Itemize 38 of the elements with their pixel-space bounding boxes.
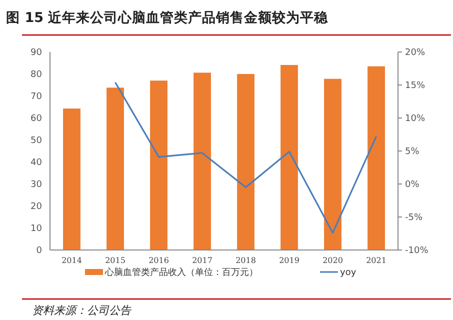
bar — [324, 78, 342, 250]
y-tick-label: 60 — [30, 114, 42, 124]
bar — [237, 74, 254, 250]
y2-tick-label: 10% — [405, 114, 426, 124]
bar — [150, 80, 168, 250]
bar — [368, 66, 385, 250]
y2-tick-label: 5% — [405, 147, 420, 158]
y-tick-label: 90 — [30, 48, 42, 58]
y2-tick-label: -10% — [405, 246, 429, 256]
x-tick-label: 2021 — [366, 256, 386, 265]
bar — [194, 72, 211, 250]
y2-tick-label: -5% — [405, 213, 423, 224]
line-series — [114, 82, 378, 234]
bar — [106, 88, 124, 250]
x-tick-label: 2014 — [62, 256, 82, 265]
x-tick-label: 2015 — [105, 256, 126, 265]
x-tick-label: 2019 — [279, 256, 300, 265]
y-tick-label: 0 — [36, 246, 42, 256]
y-tick-label: 40 — [30, 158, 42, 168]
legend-label: 心脑血管类产品收入（单位：百万元） — [104, 267, 258, 278]
y2-tick-label: 20% — [405, 48, 426, 58]
bar — [280, 64, 298, 250]
chart-title: 图 15 近年来公司心脑血管类产品销售金额较为平稳 — [6, 9, 330, 26]
y2-tick-label: 15% — [405, 81, 426, 92]
text: 资料来源：公司公告 — [32, 304, 132, 317]
y-tick-label: 50 — [30, 136, 42, 146]
y2-tick-label: 0% — [405, 180, 420, 190]
y-tick-label: 30 — [30, 180, 42, 190]
y-tick-label: 20 — [30, 202, 42, 212]
x-tick-label: 2020 — [322, 256, 343, 265]
y-tick-label: 10 — [30, 224, 42, 234]
x-tick-label: 2016 — [148, 256, 169, 265]
y-tick-label: 70 — [30, 92, 42, 102]
x-tick-label: 2018 — [236, 256, 256, 265]
bar — [63, 108, 80, 250]
legend-label: yoy — [340, 268, 357, 278]
x-tick-label: 2017 — [192, 256, 212, 265]
y-tick-label: 80 — [30, 70, 42, 80]
